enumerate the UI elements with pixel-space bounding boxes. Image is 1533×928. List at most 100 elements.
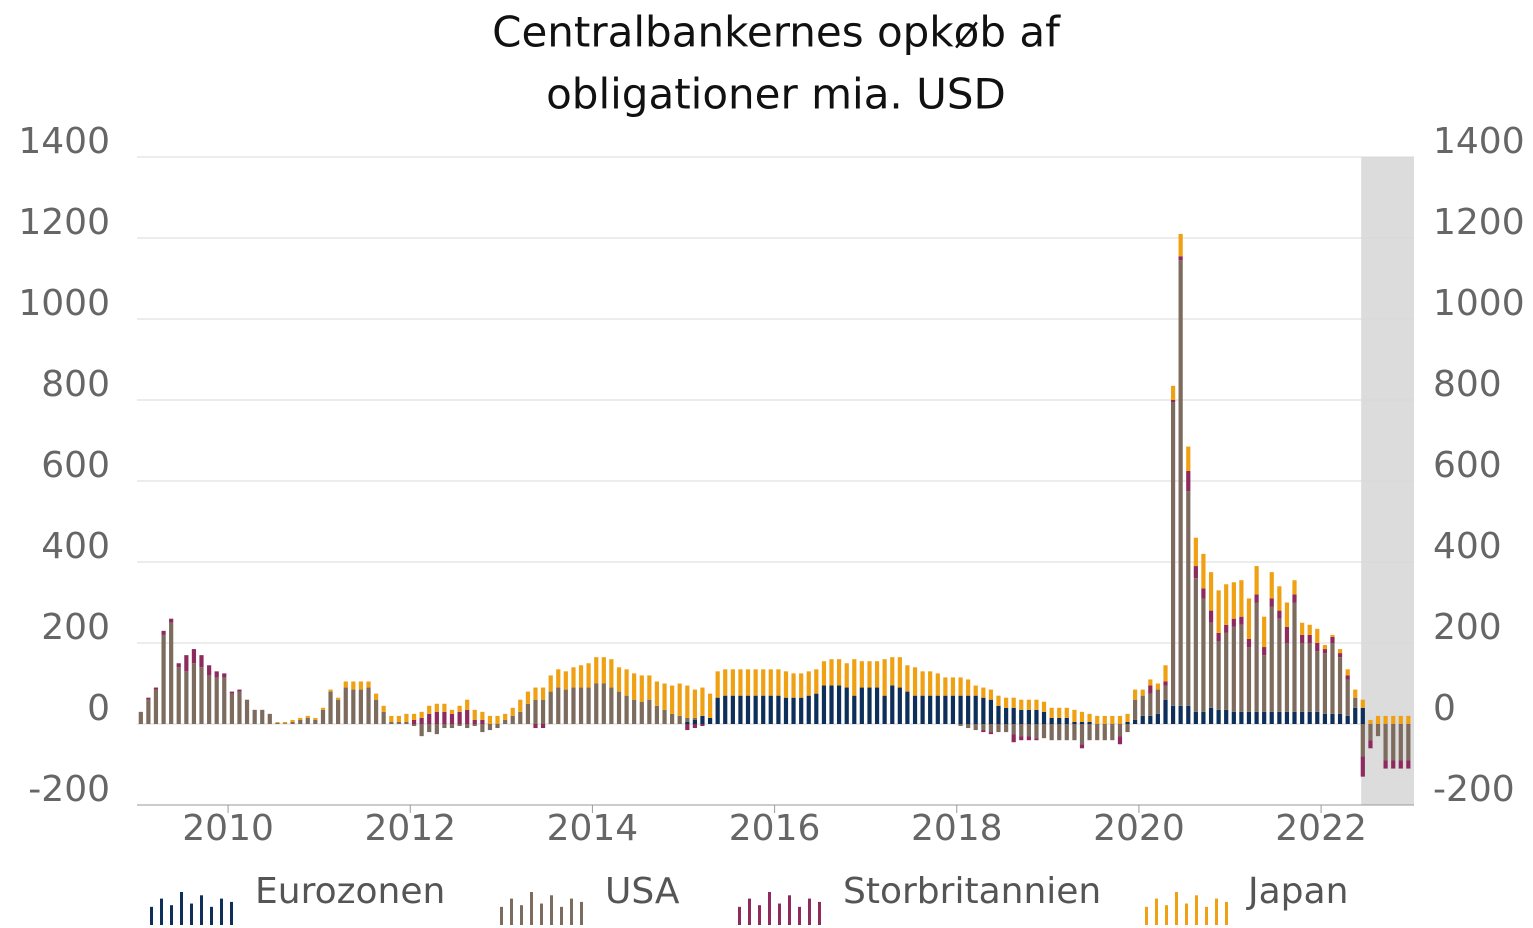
- bar-segment: [1406, 715, 1411, 724]
- bar-segment: [1011, 697, 1016, 708]
- x-tick-label: 2016: [729, 808, 821, 849]
- bar-segment: [487, 715, 493, 724]
- bar-segment: [1133, 699, 1138, 720]
- legend-swatch: [210, 906, 213, 925]
- bar-segment: [434, 711, 439, 724]
- bar-segment: [1133, 689, 1138, 700]
- bar-segment: [609, 687, 614, 724]
- bar-segment: [305, 715, 310, 718]
- bar-segment: [465, 724, 470, 729]
- bar-segment: [434, 703, 439, 712]
- bar-segment: [1193, 566, 1198, 579]
- bar-segment: [867, 687, 872, 724]
- bar-segment: [396, 715, 401, 722]
- bar-segment: [442, 711, 447, 724]
- legend-swatch: [540, 903, 543, 925]
- bar-segment: [1170, 385, 1176, 400]
- legend-swatch: [1215, 898, 1218, 925]
- bar-segment: [1193, 578, 1198, 712]
- bar-segment: [442, 703, 447, 712]
- bar-segment: [404, 721, 409, 724]
- bar-segment: [351, 681, 356, 690]
- bar-segment: [389, 721, 394, 724]
- bar-segment: [1117, 736, 1123, 745]
- bar-segment: [358, 681, 363, 690]
- bar-segment: [1155, 689, 1160, 714]
- bar-segment: [768, 695, 773, 724]
- bar-segment: [632, 673, 637, 700]
- bar-segment: [867, 661, 872, 688]
- bar-segment: [540, 699, 546, 724]
- bar-segment: [457, 711, 462, 724]
- bar-segment: [973, 685, 978, 696]
- bar-segment: [776, 669, 781, 696]
- bar-segment: [708, 693, 713, 718]
- bar-segment: [912, 695, 918, 724]
- bar-segment: [419, 717, 424, 724]
- bar-segment: [647, 699, 652, 724]
- bar-segment: [1201, 553, 1206, 589]
- bar-segment: [191, 649, 197, 664]
- bar-segment: [1300, 634, 1305, 643]
- legend-swatch: [550, 895, 553, 925]
- bar-segment: [1079, 724, 1085, 745]
- bar-segment: [290, 721, 295, 724]
- bar-segment: [1307, 634, 1312, 643]
- bar-segment: [1292, 711, 1297, 724]
- bar-segment: [518, 711, 523, 724]
- bar-segment: [1216, 590, 1221, 633]
- bar-segment: [282, 723, 288, 724]
- legend-swatch: [1225, 901, 1228, 925]
- bar-segment: [427, 724, 432, 733]
- bar-segment: [745, 669, 751, 696]
- bar-segment: [480, 711, 485, 720]
- bar-segment: [609, 659, 614, 688]
- bar-segment: [260, 709, 265, 724]
- bar-segment: [571, 667, 576, 688]
- bar-segment: [1284, 711, 1290, 724]
- bar-segment: [1034, 738, 1039, 741]
- legend-swatch: [768, 892, 771, 925]
- bar-segment: [973, 724, 978, 731]
- legend-swatch: [180, 892, 183, 925]
- bar-segment: [1201, 598, 1206, 712]
- bar-segment: [988, 689, 994, 700]
- bar-segment: [282, 721, 288, 724]
- bar-segment: [1353, 689, 1358, 698]
- bar-segment: [1269, 711, 1274, 724]
- legend-swatch: [808, 898, 811, 925]
- legend-swatch: [788, 895, 791, 925]
- y2-tick-label: 0: [1433, 688, 1456, 729]
- bar-segment: [1163, 685, 1168, 700]
- y-tick-label: 800: [41, 364, 110, 405]
- y2-tick-label: 600: [1433, 445, 1502, 486]
- bar-segment: [1246, 598, 1252, 639]
- bar-segment: [1186, 470, 1191, 492]
- bar-segment: [1057, 724, 1062, 741]
- bar-segment: [1345, 675, 1350, 680]
- bar-segment: [556, 687, 561, 724]
- bar-segment: [449, 713, 455, 724]
- bar-segment: [184, 671, 189, 724]
- bar-segment: [723, 695, 728, 724]
- bar-segment: [472, 719, 477, 724]
- bar-segment: [1170, 402, 1176, 706]
- bar-segment: [465, 699, 470, 710]
- bar-segment: [556, 669, 561, 688]
- bar-segment: [480, 724, 485, 733]
- bar-segment: [1201, 588, 1206, 599]
- bar-segment: [419, 724, 424, 737]
- bar-segment: [252, 709, 257, 724]
- bar-segment: [912, 667, 918, 696]
- bar-segment: [1262, 655, 1267, 712]
- bar-segment: [1292, 580, 1297, 595]
- bar-segment: [1322, 649, 1328, 654]
- bar-segment: [988, 724, 994, 733]
- bar-segment: [404, 713, 409, 722]
- legend-swatch: [560, 906, 563, 925]
- bar-segment: [1375, 715, 1381, 724]
- bar-segment: [229, 691, 235, 694]
- legend-swatch: [570, 898, 573, 925]
- bar-segment: [670, 685, 675, 714]
- bar-segment: [1353, 707, 1358, 724]
